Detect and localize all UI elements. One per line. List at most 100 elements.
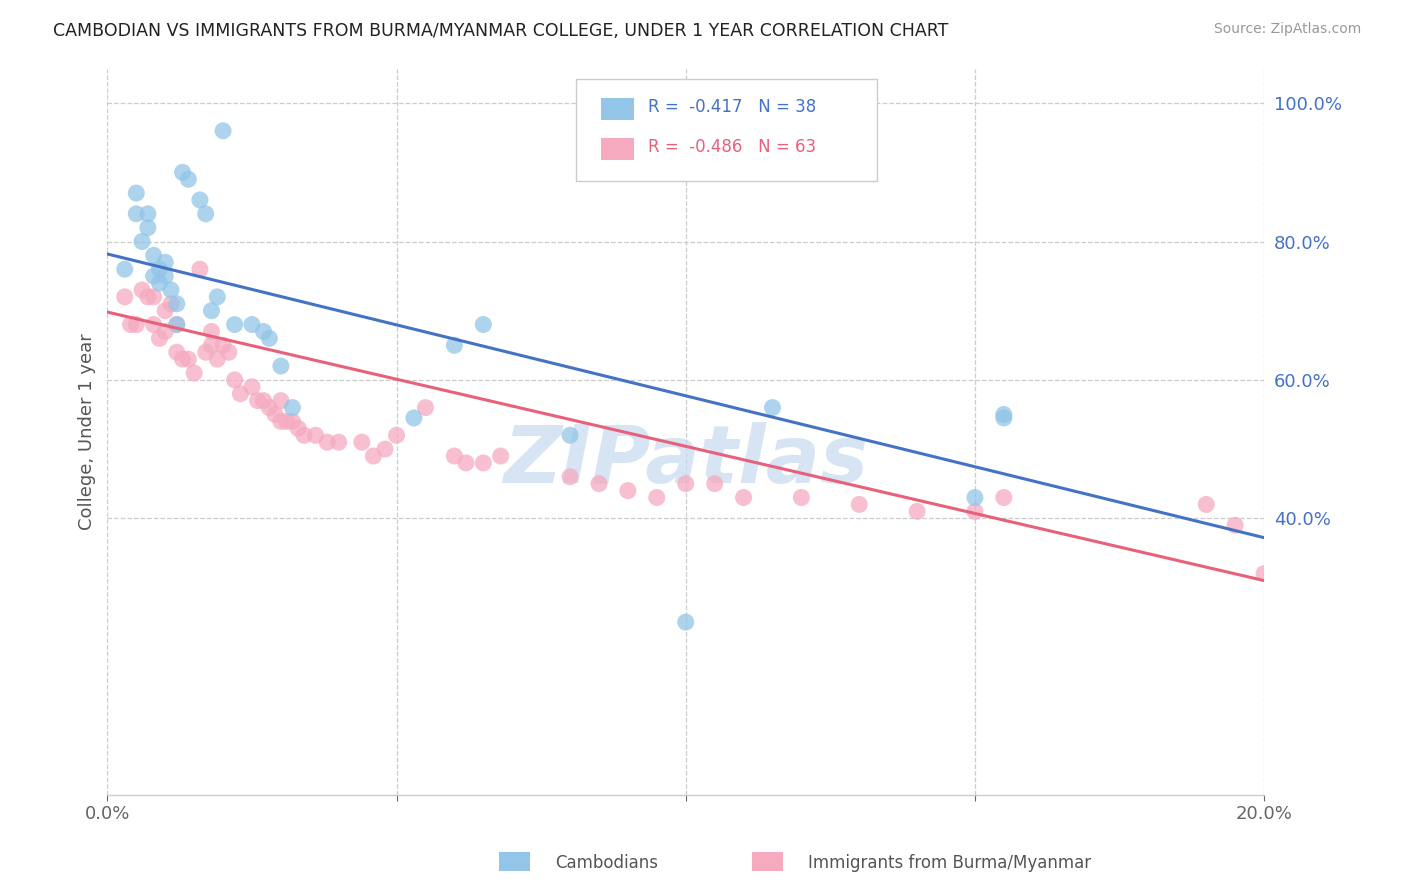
Point: [443, 338, 465, 352]
Point: [993, 411, 1015, 425]
Point: [1223, 518, 1246, 533]
Point: [142, 290, 165, 304]
FancyBboxPatch shape: [576, 79, 876, 181]
Point: [131, 235, 153, 249]
Point: [675, 476, 697, 491]
Point: [703, 476, 725, 491]
Text: ZIPatlas: ZIPatlas: [503, 422, 869, 500]
Point: [194, 345, 217, 359]
Point: [160, 283, 183, 297]
Point: [264, 408, 287, 422]
Point: [733, 491, 755, 505]
Point: [114, 290, 136, 304]
Point: [963, 491, 986, 505]
Point: [125, 186, 148, 200]
Point: [155, 325, 177, 339]
Point: [136, 207, 159, 221]
Point: [270, 414, 292, 428]
Point: [304, 428, 326, 442]
Point: [259, 401, 281, 415]
Point: [183, 366, 205, 380]
Point: [1195, 498, 1218, 512]
Point: [172, 165, 194, 179]
Point: [148, 276, 170, 290]
Point: [374, 442, 396, 456]
Point: [125, 318, 148, 332]
Point: [131, 283, 153, 297]
Point: [207, 290, 229, 304]
Point: [443, 449, 465, 463]
Point: [588, 476, 610, 491]
Point: [142, 248, 165, 262]
Point: [142, 269, 165, 284]
Point: [166, 318, 188, 332]
Point: [194, 207, 217, 221]
Point: [993, 408, 1015, 422]
Point: [761, 401, 783, 415]
Point: [240, 318, 263, 332]
Point: [218, 345, 240, 359]
Point: [160, 297, 183, 311]
Point: [136, 290, 159, 304]
Point: [155, 269, 177, 284]
Point: [645, 491, 668, 505]
Point: [172, 352, 194, 367]
Point: [363, 449, 385, 463]
Point: [148, 262, 170, 277]
Point: [166, 345, 188, 359]
Point: [489, 449, 512, 463]
Point: [259, 331, 281, 345]
Point: [385, 428, 408, 442]
Point: [114, 262, 136, 277]
Point: [188, 262, 211, 277]
Point: [224, 373, 246, 387]
Point: [155, 303, 177, 318]
Point: [402, 411, 425, 425]
Point: [558, 469, 581, 483]
Point: [188, 193, 211, 207]
Text: R =  -0.486   N = 63: R = -0.486 N = 63: [648, 138, 815, 156]
Point: [905, 504, 928, 518]
Point: [120, 318, 142, 332]
Point: [993, 491, 1015, 505]
Point: [675, 615, 697, 629]
Point: [229, 386, 252, 401]
Point: [270, 359, 292, 373]
Point: [252, 393, 274, 408]
Point: [558, 428, 581, 442]
Point: [200, 325, 222, 339]
Point: [454, 456, 477, 470]
Point: [246, 393, 269, 408]
Point: [415, 401, 437, 415]
Text: CAMBODIAN VS IMMIGRANTS FROM BURMA/MYANMAR COLLEGE, UNDER 1 YEAR CORRELATION CHA: CAMBODIAN VS IMMIGRANTS FROM BURMA/MYANM…: [53, 22, 949, 40]
Text: R =  -0.417   N = 38: R = -0.417 N = 38: [648, 98, 815, 116]
Point: [472, 318, 495, 332]
Point: [790, 491, 813, 505]
Point: [252, 325, 274, 339]
Text: Immigrants from Burma/Myanmar: Immigrants from Burma/Myanmar: [808, 854, 1091, 871]
Point: [142, 318, 165, 332]
Point: [281, 401, 304, 415]
Point: [177, 172, 200, 186]
Point: [200, 303, 222, 318]
Point: [281, 414, 304, 428]
Point: [316, 435, 339, 450]
Point: [287, 421, 309, 435]
Point: [148, 331, 170, 345]
Point: [848, 498, 870, 512]
Point: [166, 297, 188, 311]
Point: [207, 352, 229, 367]
Point: [177, 352, 200, 367]
Point: [963, 504, 986, 518]
Y-axis label: College, Under 1 year: College, Under 1 year: [79, 334, 96, 530]
Point: [292, 428, 315, 442]
FancyBboxPatch shape: [602, 137, 634, 160]
Point: [212, 124, 235, 138]
Point: [136, 220, 159, 235]
Point: [270, 393, 292, 408]
Point: [617, 483, 640, 498]
Point: [212, 338, 235, 352]
Point: [328, 435, 350, 450]
Point: [1253, 566, 1275, 581]
Point: [240, 380, 263, 394]
